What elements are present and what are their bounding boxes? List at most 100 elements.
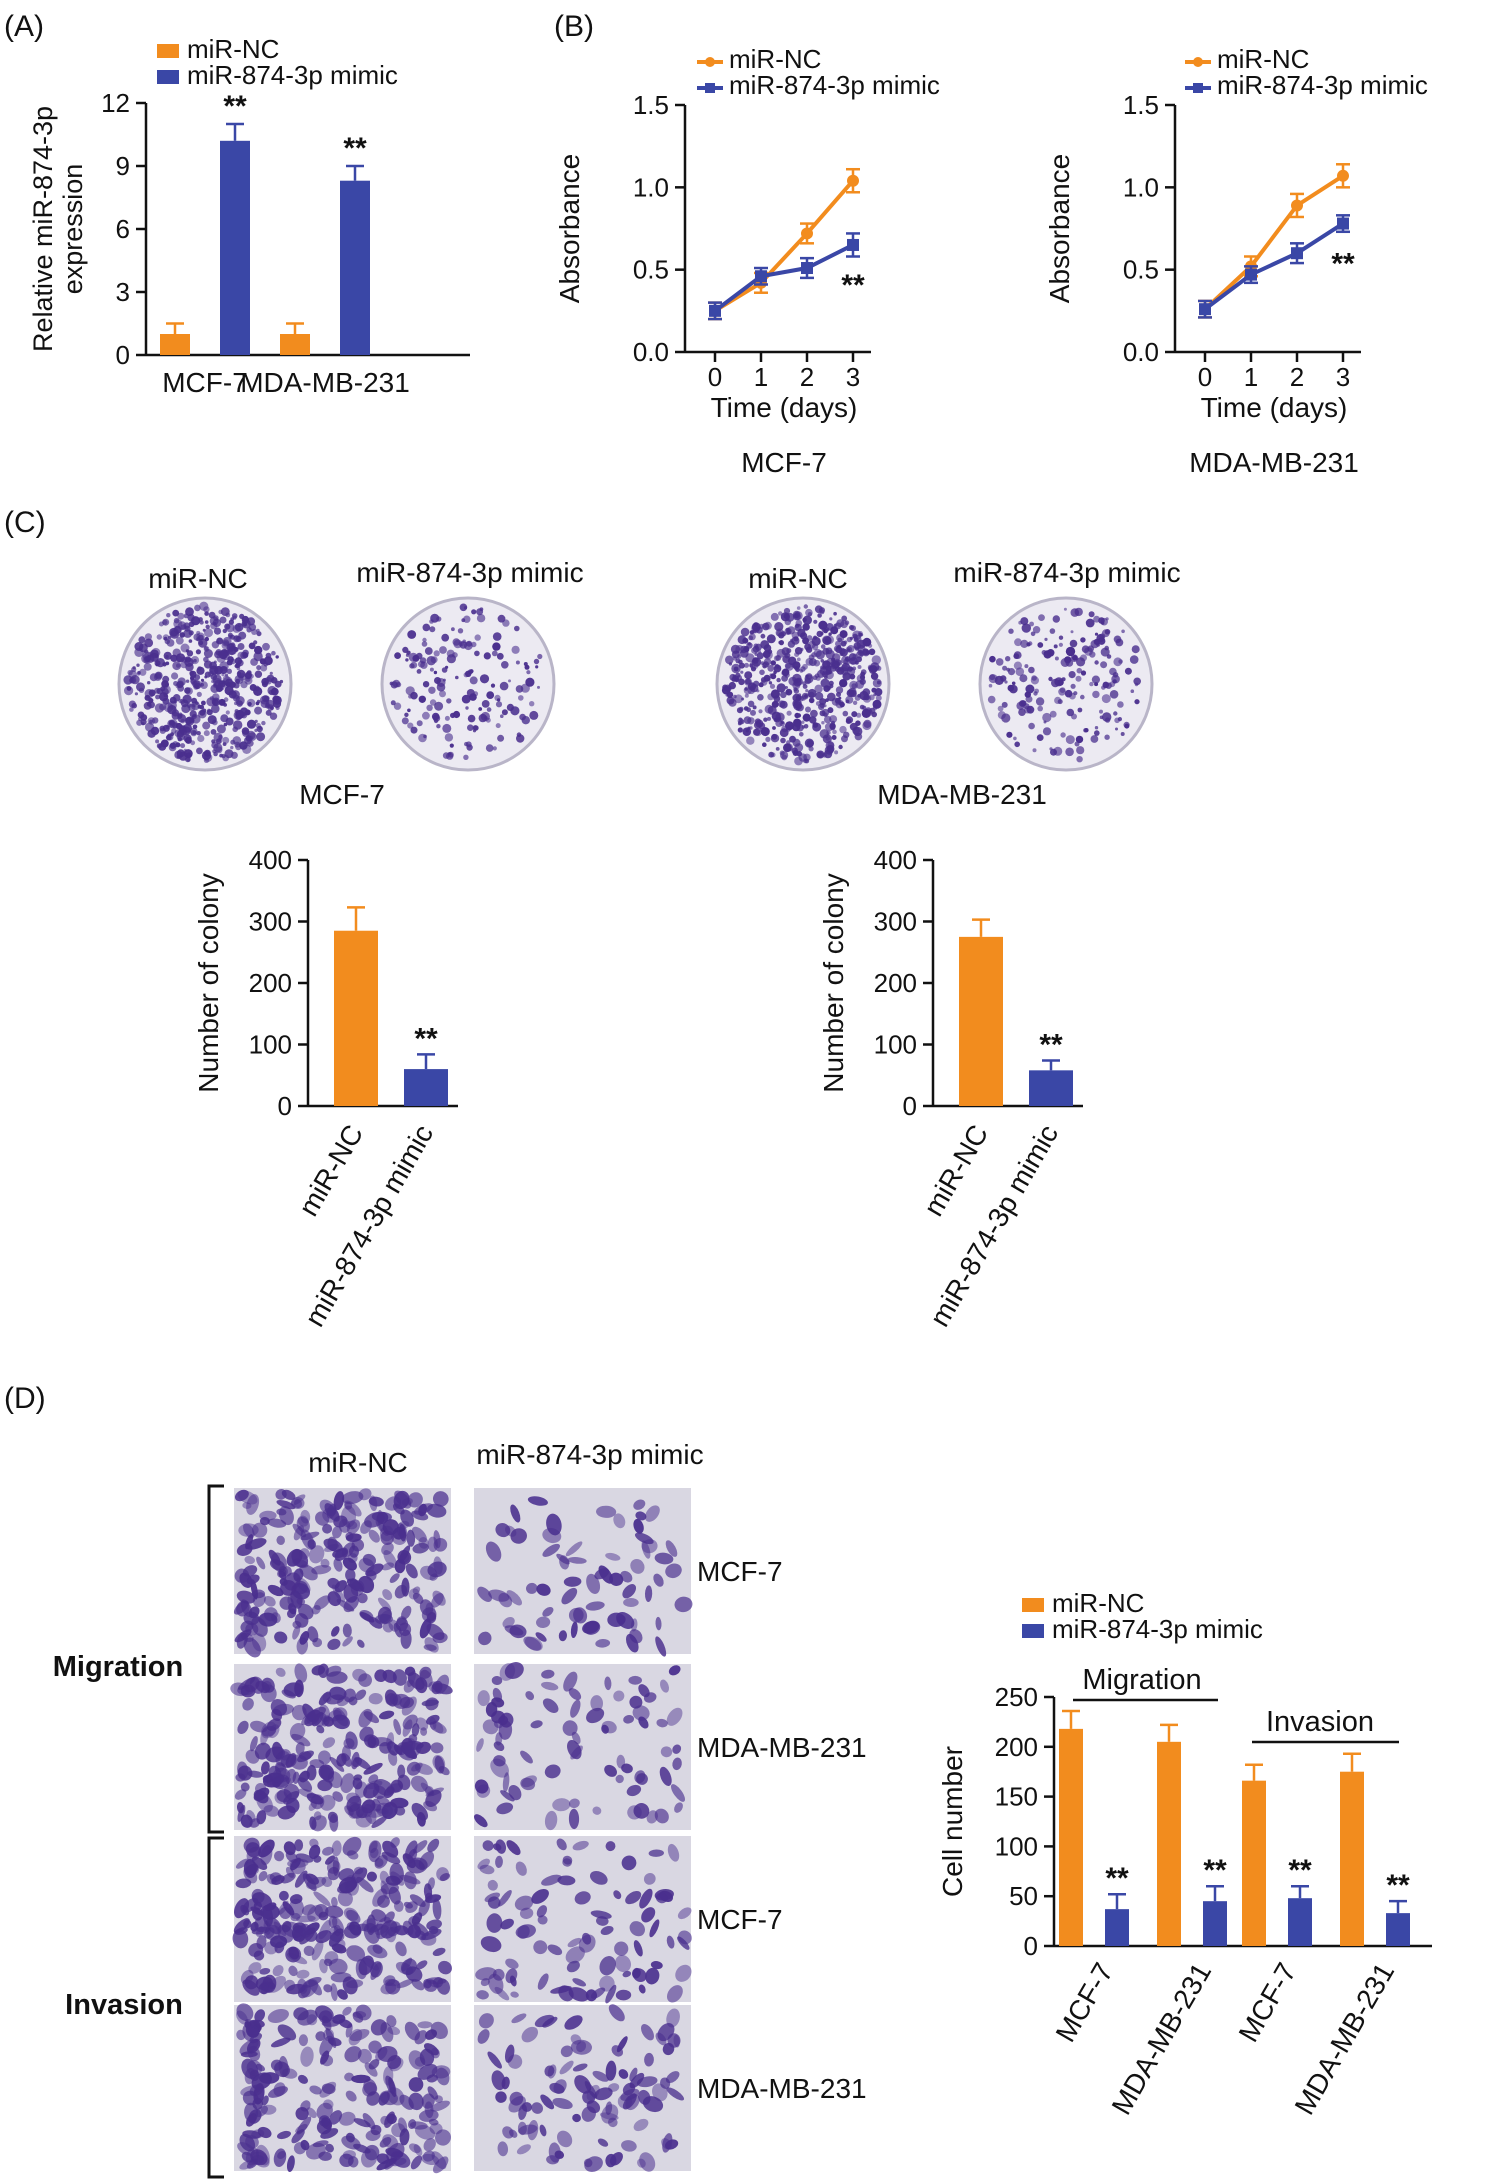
dish-mcf7-nc-colony [269,671,273,675]
chart-b1-y-tick-label: 0.5 [633,255,669,285]
field-mimic-3-cell [582,1932,592,1945]
dish-mdamb231-nc-colony [856,712,862,718]
dish-mdamb231-nc-colony [831,735,837,740]
dish-mcf7-nc-colony [220,714,229,723]
field-mimic-4-cell [509,2091,524,2106]
dish-mdamb231-mimic-colony [1053,644,1058,649]
dish-mdamb231-nc-colony [767,716,771,721]
field-nc-3-cell [379,1870,390,1885]
chart-c1-y-tick-label: 200 [249,968,292,998]
field-nc-2-cell [368,1692,383,1705]
field-mimic-3-cell [613,1890,622,1900]
dish-mcf7-nc-colony [134,692,138,696]
field-mimic-2-cell [627,1805,642,1820]
field-nc-2-cell [301,1709,319,1726]
field-nc-2-cell [285,1768,297,1785]
dish-mdamb231-nc-colony [804,643,812,651]
dish-mcf7-nc-colony [196,666,205,675]
field-nc-4-cell [384,2111,395,2128]
dish-mcf7-mimic-colony [418,695,426,703]
field-nc-3-cell [235,1878,252,1889]
dish-mcf7-mimic-colony [444,715,450,721]
dish-mcf7-mimic-colony [486,707,492,712]
field-mimic-3-cell [565,1946,585,1964]
field-mimic-2-cell [659,1766,672,1787]
field-mimic-1 [474,1488,693,1657]
dish-mcf7-nc-colony [147,681,151,685]
chart-b2-point [1337,217,1349,230]
dish-mdamb231-nc-colony [744,678,753,686]
dish-mcf7-nc-colony [167,719,176,728]
field-mimic-4-cell [629,2072,645,2089]
dish-mcf7-nc-colony [236,700,243,707]
chart-b1-x-tick-label: 2 [800,362,814,392]
chart-b2-point [1245,268,1257,281]
field-nc-3-cell [319,1958,328,1974]
dish-mdamb231-nc-colony [871,687,877,693]
field-mimic-2-cell [571,1731,581,1745]
dish-mcf7-nc-colony [166,613,171,618]
field-mimic-3-cell [677,1907,692,1920]
dish-mdamb231-nc-colony [823,749,833,759]
dish-mcf7-nc-colony [143,655,151,664]
field-nc-1-cell [332,1526,342,1539]
dish-mcf7-nc-colony [199,704,205,710]
chart-b1-legend-key-mimic-marker [705,83,715,93]
field-mimic-3-cell [666,1985,683,2003]
dish-mdamb231-nc-colony [824,722,834,732]
dish-mcf7-nc-colony [180,743,186,749]
dish-mcf7-nc-colony [211,704,220,714]
field-nc-4-cell [298,2034,308,2047]
field-nc-3-cell [436,1867,450,1882]
field-mimic-1-cell [594,1568,610,1580]
chart-c2-y-label: Number of colony [818,873,849,1092]
chart-d-x-tick-label: MCF-7 [1050,1958,1120,2048]
dish-mdamb231-nc-colony [831,720,835,725]
dish-mdamb231-nc-colony [781,721,784,725]
panel-label-c: (C) [4,506,46,539]
dish-mdamb231-mimic-colony [1028,666,1035,674]
field-nc-3-cell [235,1858,249,1869]
field-nc-3-cell [325,1905,344,1919]
field-mimic-1-cell [596,1505,617,1518]
dish-mdamb231-nc-colony [831,697,840,706]
dish-header-nc-1: miR-NC [148,563,248,594]
legend-a-swatch-nc [157,44,179,58]
dish-mdamb231-nc-colony [868,648,876,656]
dish-mdamb231-nc-colony [821,671,829,678]
chart-b2-y-tick-label: 0.0 [1123,337,1159,367]
field-nc-4-cell [300,2046,314,2067]
dish-mdamb231-nc-colony [802,681,807,686]
dish-mcf7-mimic-colony [405,653,410,657]
dish-mcf7-nc-colony [192,724,198,730]
dish-mcf7-mimic-colony [394,652,401,659]
dish-mdamb231-mimic-colony [1042,727,1052,736]
field-nc-3-cell [256,1935,267,1950]
field-nc-3-cell [256,1926,264,1937]
dish-mcf7-mimic-colony [436,682,446,692]
field-nc-3-cell [296,1969,310,1979]
field-mimic-4-cell [564,2015,583,2030]
field-mimic-1-cell [573,1607,588,1624]
field-nc-4-cell [237,2142,255,2156]
dish-mcf7-nc-colony [222,628,227,634]
dish-mcf7-mimic-colony [433,650,440,657]
dish-mcf7-nc-colony [211,641,220,649]
field-mimic-2-cell [499,1663,516,1681]
dish-mdamb231-nc-colony [793,719,802,728]
field-nc-2-cell [250,1720,268,1733]
field-nc-1-cell [298,1548,310,1560]
dish-mcf7-mimic-colony [442,723,452,733]
field-nc-3-cell [240,1969,254,1985]
dish-mdamb231-nc-colony [857,665,862,669]
dish-mcf7-mimic-colony [446,698,452,704]
dish-mcf7-mimic-colony [483,652,491,660]
dish-mcf7-mimic-colony [416,669,422,674]
dish-mdamb231-nc-colony [839,666,844,670]
dish-mdamb231-nc-colony [776,677,781,683]
dish-mdamb231-nc-colony [728,681,736,690]
field-nc-4-cell [353,2143,371,2154]
dish-mcf7-nc-colony [143,662,152,671]
dish-mcf7-mimic-colony [474,650,480,657]
